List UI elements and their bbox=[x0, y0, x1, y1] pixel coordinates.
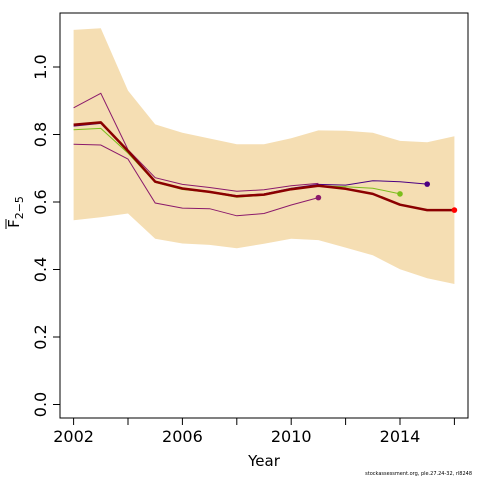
y-axis-title-main: F bbox=[5, 219, 23, 228]
y-axis-title-sub: 2−5 bbox=[13, 196, 26, 219]
y-tick-label: 1.0 bbox=[31, 54, 50, 79]
y-axis-title: F2−5 bbox=[5, 196, 26, 229]
x-tick-label: 2010 bbox=[271, 427, 312, 446]
lower-interval-line bbox=[73, 143, 319, 217]
x-tick-label: 2002 bbox=[53, 427, 94, 446]
confidence-band bbox=[73, 28, 455, 285]
upper-interval-line bbox=[73, 92, 319, 192]
series-lines bbox=[73, 92, 455, 217]
uncertainty-band bbox=[73, 28, 455, 285]
y-tick-label: 0.8 bbox=[31, 122, 50, 147]
x-axis: 2002 2006 2010 2014 bbox=[53, 417, 455, 446]
x-axis-title: Year bbox=[247, 452, 281, 470]
series-end-point-2 bbox=[424, 181, 431, 187]
series-end-point-1 bbox=[397, 191, 403, 197]
series-end-points bbox=[315, 181, 458, 213]
series-line-0 bbox=[73, 121, 455, 212]
y-axis: 0.0 0.2 0.4 0.6 0.8 1.0 bbox=[31, 54, 61, 417]
svg-text:F2−5: F2−5 bbox=[5, 196, 26, 228]
y-tick-label: 0.2 bbox=[31, 324, 50, 349]
y-tick-label: 0.6 bbox=[31, 189, 50, 214]
y-tick-label: 0.0 bbox=[31, 392, 50, 417]
footnote: stockassessment.org, ple.27.24-32, rl824… bbox=[365, 471, 472, 477]
y-tick-label: 0.4 bbox=[31, 257, 50, 282]
interval-end-point-0 bbox=[315, 194, 322, 201]
x-tick-label: 2006 bbox=[162, 427, 203, 446]
series-end-point-0 bbox=[451, 207, 458, 213]
x-tick-label: 2014 bbox=[380, 427, 421, 446]
